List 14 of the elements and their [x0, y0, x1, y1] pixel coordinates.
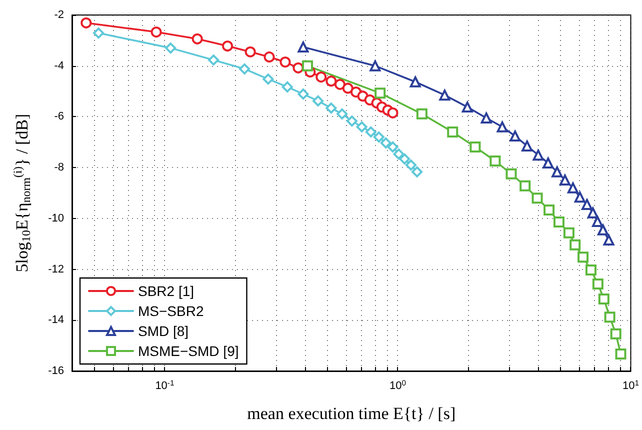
y-tick-label: -4: [54, 60, 64, 72]
y-tick-label: -10: [48, 212, 64, 224]
legend-label: MS−SBR2: [138, 303, 204, 319]
y-tick-label: -12: [48, 263, 64, 276]
x-axis-title: mean execution time E{t} / [s]: [247, 404, 456, 423]
y-tick-label: -8: [54, 162, 64, 174]
y-tick-label: -16: [48, 365, 64, 377]
y-tick-label: -2: [54, 9, 64, 21]
legend-label: SBR2 [1]: [138, 283, 194, 299]
y-axis-title: 5log10E{ηnorm(i)} / [dB]: [10, 114, 33, 272]
legend-label: MSME−SMD [9]: [138, 343, 239, 359]
y-tick-label: -6: [54, 110, 64, 123]
legend-label: SMD [8]: [138, 323, 189, 339]
y-tick-label: -14: [48, 314, 64, 326]
